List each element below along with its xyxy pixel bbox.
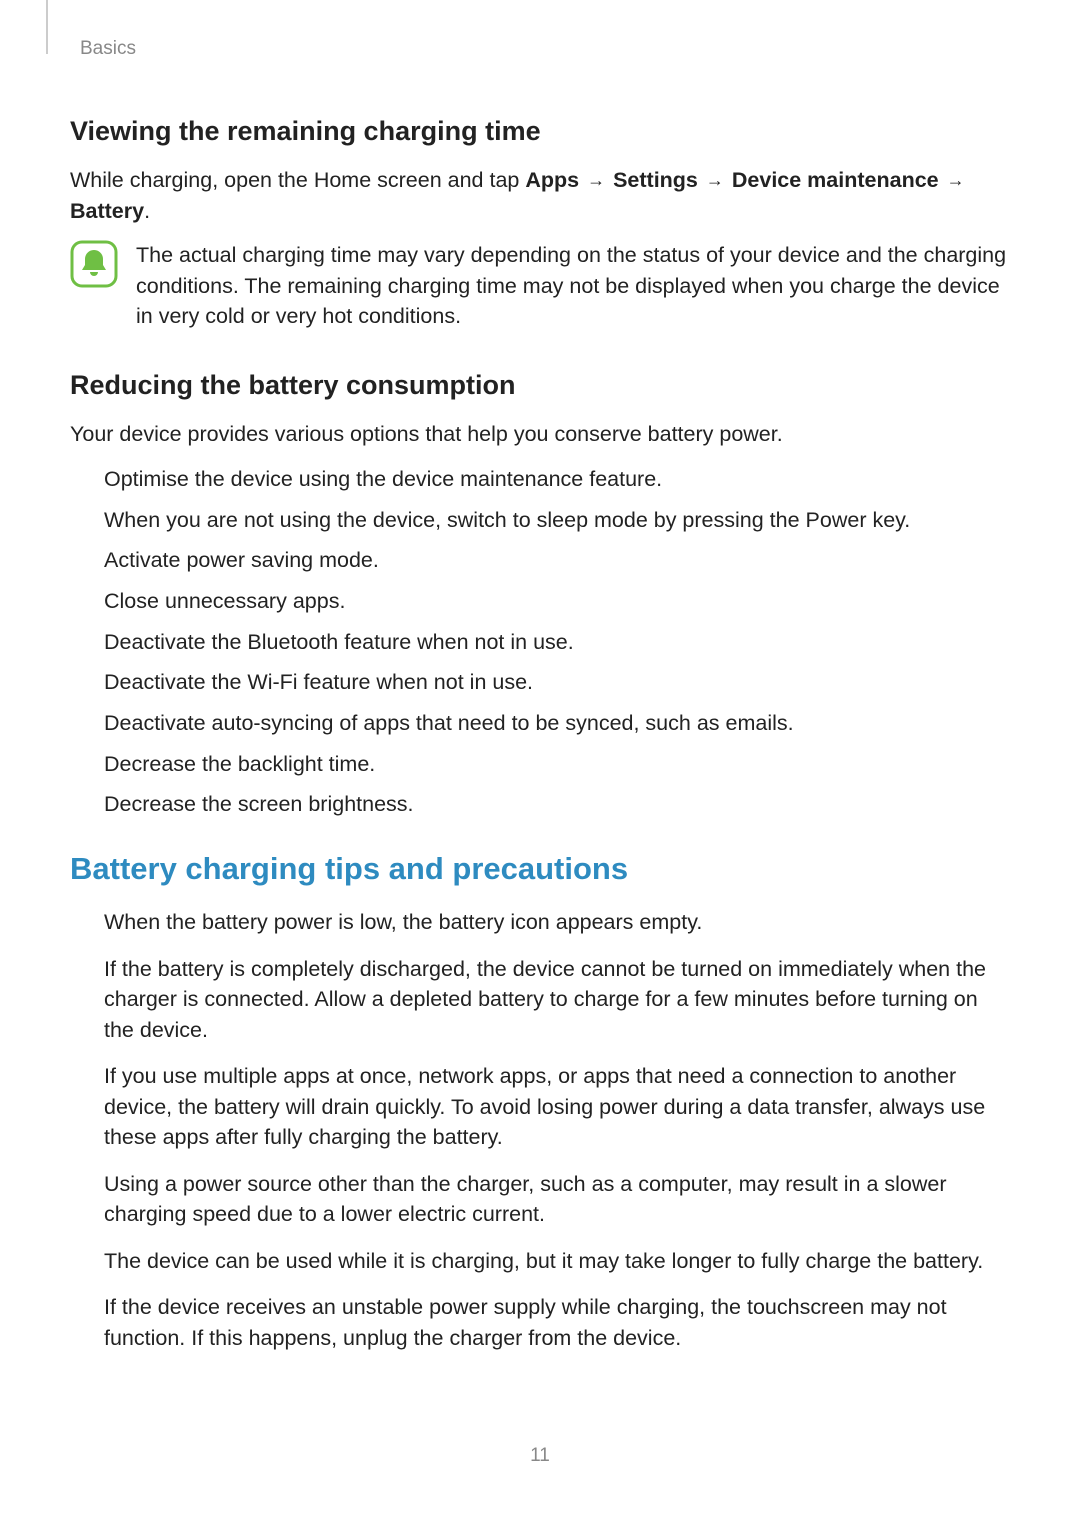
- list-item: Deactivate the Bluetooth feature when no…: [104, 626, 1010, 659]
- nav-settings: Settings: [613, 168, 698, 192]
- list-item: When you are not using the device, switc…: [104, 504, 1010, 537]
- period: .: [144, 199, 150, 223]
- nav-device-maintenance: Device maintenance: [732, 168, 939, 192]
- note-bell-icon: [70, 240, 118, 288]
- list-item: Decrease the backlight time.: [104, 748, 1010, 781]
- heading-reducing-consumption: Reducing the battery consumption: [70, 370, 1010, 401]
- list-item: If the device receives an unstable power…: [104, 1292, 1010, 1353]
- page-number: 11: [0, 1445, 1080, 1467]
- arrow-icon: →: [947, 170, 965, 190]
- list-item: When the battery power is low, the batte…: [104, 907, 1010, 938]
- page-content: Basics Viewing the remaining charging ti…: [0, 0, 1080, 1353]
- arrow-icon: →: [706, 170, 724, 190]
- heading-tips-precautions: Battery charging tips and precautions: [70, 851, 1010, 887]
- nav-battery: Battery: [70, 199, 144, 223]
- arrow-icon: →: [587, 170, 605, 190]
- note-block: The actual charging time may vary depend…: [70, 240, 1010, 332]
- header-rule: [46, 0, 48, 54]
- note-text: The actual charging time may vary depend…: [136, 240, 1010, 332]
- list-item: If the battery is completely discharged,…: [104, 954, 1010, 1046]
- list-item: Deactivate the Wi-Fi feature when not in…: [104, 666, 1010, 699]
- breadcrumb: Basics: [80, 38, 1010, 60]
- viewing-time-instruction: While charging, open the Home screen and…: [70, 165, 1010, 226]
- list-item: Activate power saving mode.: [104, 544, 1010, 577]
- list-item: The device can be used while it is charg…: [104, 1246, 1010, 1277]
- list-item: Using a power source other than the char…: [104, 1169, 1010, 1230]
- instruction-prefix: While charging, open the Home screen and…: [70, 168, 525, 192]
- list-item: Decrease the screen brightness.: [104, 788, 1010, 821]
- nav-apps: Apps: [525, 168, 579, 192]
- list-item: Close unnecessary apps.: [104, 585, 1010, 618]
- heading-viewing-time: Viewing the remaining charging time: [70, 116, 1010, 147]
- list-item: Optimise the device using the device mai…: [104, 463, 1010, 496]
- battery-tips-list: Optimise the device using the device mai…: [70, 463, 1010, 821]
- precautions-list: When the battery power is low, the batte…: [70, 907, 1010, 1353]
- list-item: If you use multiple apps at once, networ…: [104, 1061, 1010, 1153]
- reducing-intro: Your device provides various options tha…: [70, 419, 1010, 450]
- list-item: Deactivate auto-syncing of apps that nee…: [104, 707, 1010, 740]
